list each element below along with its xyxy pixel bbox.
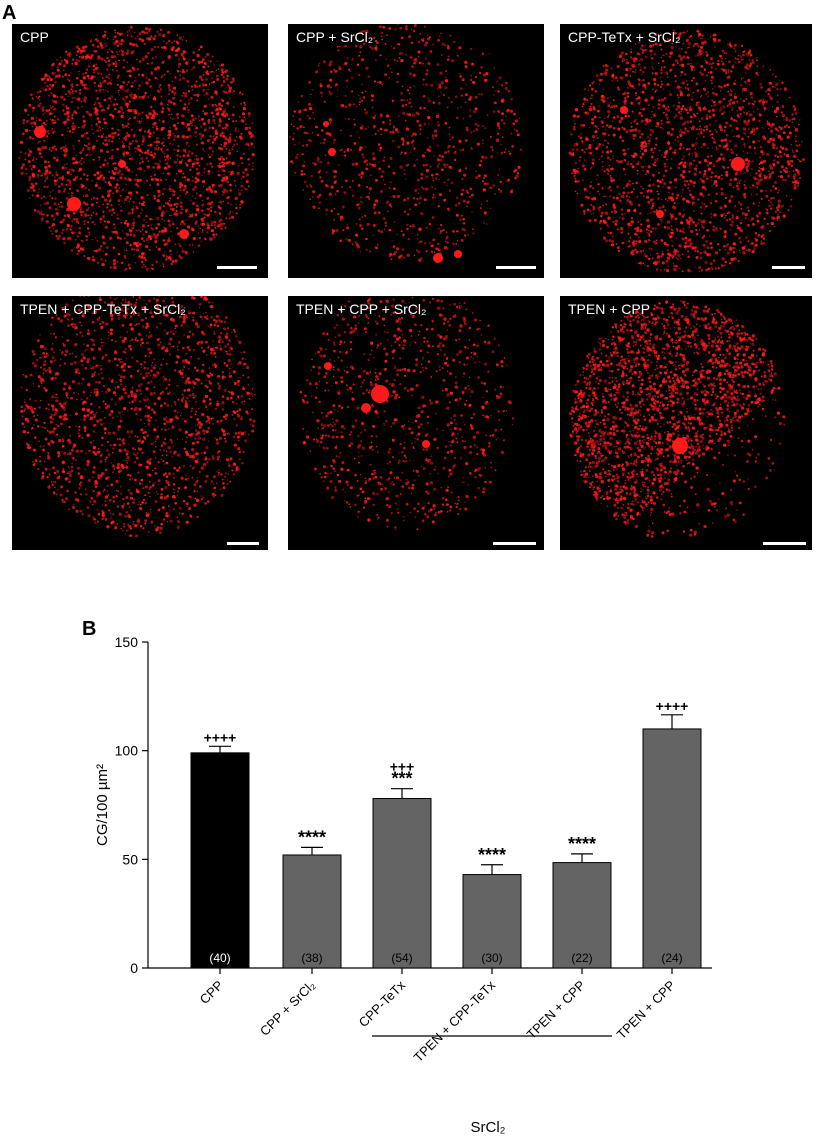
fluorescence-image xyxy=(20,296,256,538)
fluorescent-aggregate xyxy=(433,253,443,263)
scale-bar xyxy=(772,266,805,269)
bar xyxy=(462,874,522,969)
fluorescence-image xyxy=(299,296,515,531)
fluorescence-image xyxy=(289,24,523,263)
fluorescent-aggregate xyxy=(323,121,329,127)
fluorescent-aggregate xyxy=(118,160,126,168)
x-tick-label: CPP-TeTx xyxy=(356,977,409,1030)
x-tick-label: TPEN + CPP xyxy=(614,978,679,1043)
y-axis-label: CG/100 µm² xyxy=(94,764,111,846)
x-tick-label: TPEN + CPP-TeTx xyxy=(411,977,499,1065)
significance-marker: ++++ xyxy=(656,698,689,714)
fluorescence-image xyxy=(568,300,786,538)
micrograph-cpp-srcl2: CPP + SrCl₂ xyxy=(288,24,544,278)
fluorescent-aggregate xyxy=(454,250,462,258)
scale-bar xyxy=(493,542,536,545)
bar xyxy=(642,728,702,969)
micrograph-cpp: CPP xyxy=(12,24,268,278)
fluorescence-image xyxy=(568,29,805,273)
micrograph-cpp-tetx-srcl2: CPP-TeTx + SrCl₂ xyxy=(560,24,812,278)
fluorescent-aggregate xyxy=(34,126,46,138)
fluorescent-aggregate xyxy=(656,210,664,218)
significance-marker: *** xyxy=(391,769,412,789)
micrograph-label: CPP-TeTx + SrCl₂ xyxy=(568,29,681,45)
n-label: (24) xyxy=(661,951,682,965)
x-tick-label: CPP + SrCl₂ xyxy=(257,978,318,1039)
scale-bar xyxy=(217,266,257,269)
micrograph-label: TPEN + CPP xyxy=(568,301,651,317)
significance-marker: **** xyxy=(568,834,596,854)
micrograph-tpen-cpp: TPEN + CPP xyxy=(560,296,812,550)
scale-bar xyxy=(496,266,536,269)
y-tick-label: 150 xyxy=(115,634,139,650)
panel-b-label: B xyxy=(82,618,97,640)
bar-chart: 0 50 100 150 CG/100 µm² (40) ++++ CPP (38) **** C… xyxy=(94,634,712,1136)
micrograph-label: TPEN + CPP-TeTx + SrCl₂ xyxy=(20,301,186,317)
fluorescent-aggregate xyxy=(361,403,371,413)
y-tick-label: 100 xyxy=(115,743,139,759)
bar xyxy=(190,752,250,969)
micrograph-label: TPEN + CPP + SrCl₂ xyxy=(296,301,427,317)
panel-a-label: A xyxy=(2,2,17,24)
fluorescent-aggregate xyxy=(620,106,628,114)
n-label: (54) xyxy=(391,951,412,965)
n-label: (40) xyxy=(209,951,230,965)
scale-bar xyxy=(763,542,806,545)
significance-marker: ++++ xyxy=(204,729,237,745)
fluorescent-aggregate xyxy=(731,157,745,171)
bar xyxy=(372,797,432,969)
micrograph-label: CPP xyxy=(20,29,49,45)
chart-bars xyxy=(190,714,702,969)
micrograph-tpen-cpp-tetx-srcl2: TPEN + CPP-TeTx + SrCl₂ xyxy=(12,296,268,550)
fluorescent-aggregate xyxy=(324,362,332,370)
fluorescent-aggregate xyxy=(371,385,389,403)
chart-labels: (40)++++CPP(38)****CPP + SrCl₂(54)+++***… xyxy=(197,698,689,1136)
n-label: (38) xyxy=(301,951,322,965)
y-tick-label: 50 xyxy=(122,851,138,867)
fluorescent-aggregate xyxy=(67,197,81,211)
fluorescent-aggregate xyxy=(672,438,688,454)
n-label: (30) xyxy=(481,951,502,965)
micrograph-label: CPP + SrCl₂ xyxy=(296,29,374,45)
significance-marker: **** xyxy=(478,845,506,865)
bar xyxy=(282,854,342,969)
significance-marker: +++ xyxy=(390,759,415,775)
x-tick-label: TPEN + CPP xyxy=(524,978,589,1043)
x-tick-label: CPP xyxy=(197,978,227,1008)
fluorescent-aggregate xyxy=(179,229,189,239)
significance-marker: **** xyxy=(298,827,326,847)
bar xyxy=(552,862,612,969)
micrograph-tpen-cpp-srcl2: TPEN + CPP + SrCl₂ xyxy=(288,296,544,550)
fluorescence-image xyxy=(18,25,256,271)
scale-bar xyxy=(227,542,259,545)
fluorescent-aggregate xyxy=(328,148,336,156)
n-label: (22) xyxy=(571,951,592,965)
y-tick-label: 0 xyxy=(130,960,138,976)
fluorescent-aggregate xyxy=(422,440,430,448)
group-label: SrCl₂ xyxy=(471,1119,506,1136)
